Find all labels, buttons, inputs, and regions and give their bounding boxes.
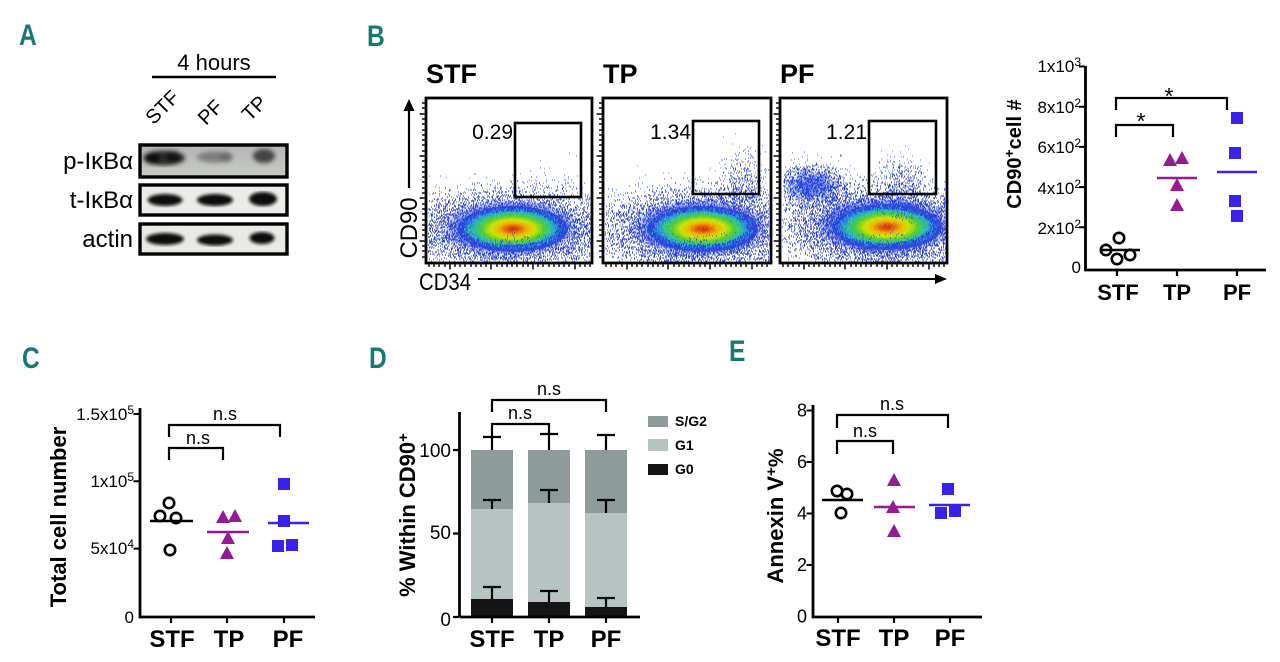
svg-text:STF: STF [815,625,860,652]
svg-text:G1: G1 [675,437,694,453]
svg-text:4: 4 [797,504,807,524]
svg-text:4x102: 4x102 [1037,177,1081,198]
svg-text:STF: STF [469,626,514,653]
svg-text:CD90: CD90 [396,198,423,259]
svg-text:STF: STF [1097,280,1139,305]
svg-text:TP: TP [1163,280,1191,305]
svg-text:A: A [19,18,37,52]
svg-text:0: 0 [1072,258,1081,277]
svg-text:STF: STF [149,626,194,653]
svg-text:*: * [1137,108,1146,134]
svg-text:2x102: 2x102 [1037,217,1081,238]
svg-text:0.29: 0.29 [472,121,513,144]
svg-text:1.21: 1.21 [826,121,867,144]
svg-text:8x102: 8x102 [1037,96,1081,117]
svg-text:TP: TP [214,626,245,653]
svg-text:p-IκBα: p-IκBα [63,148,133,175]
svg-text:PF: PF [935,625,966,652]
svg-text:n.s: n.s [213,404,237,424]
svg-text:*: * [1165,83,1174,109]
svg-text:STF: STF [426,59,477,89]
svg-text:6x102: 6x102 [1037,136,1081,157]
svg-text:6: 6 [797,452,807,472]
svg-text:4 hours: 4 hours [177,50,250,75]
svg-text:50: 50 [430,523,451,544]
svg-text:0: 0 [797,607,807,627]
svg-text:G0: G0 [675,461,694,477]
svg-text:0: 0 [440,610,451,631]
svg-text:TP: TP [603,59,638,89]
svg-text:1x103: 1x103 [1037,55,1081,76]
svg-text:Total cell number: Total cell number [46,426,71,607]
svg-text:PF: PF [273,626,304,653]
svg-text:t-IκBα: t-IκBα [70,187,133,214]
svg-text:n.s: n.s [853,421,877,441]
svg-text:TP: TP [534,626,565,653]
svg-text:TP: TP [879,625,910,652]
svg-text:CD34: CD34 [419,269,471,296]
svg-text:8: 8 [797,401,807,421]
svg-text:E: E [729,334,745,368]
svg-text:100: 100 [419,441,451,462]
svg-text:2: 2 [797,555,807,575]
svg-text:PF: PF [1223,280,1251,305]
svg-text:1x105: 1x105 [90,470,134,491]
svg-text:D: D [369,341,387,375]
svg-text:PF: PF [591,626,622,653]
svg-text:5x104: 5x104 [90,537,134,558]
svg-text:C: C [22,341,40,375]
svg-text:n.s: n.s [880,394,904,414]
svg-text:n.s: n.s [186,428,210,448]
svg-text:PF: PF [780,59,815,89]
svg-text:1.34: 1.34 [650,121,691,144]
svg-text:0: 0 [125,608,134,627]
svg-text:n.s: n.s [537,379,561,399]
svg-text:1.5x105: 1.5x105 [76,403,134,424]
svg-text:actin: actin [82,226,133,253]
svg-text:B: B [367,19,385,53]
svg-text:% Within CD90+: % Within CD90+ [395,433,420,597]
svg-text:n.s: n.s [508,403,532,423]
svg-text:S/G2: S/G2 [675,413,707,429]
